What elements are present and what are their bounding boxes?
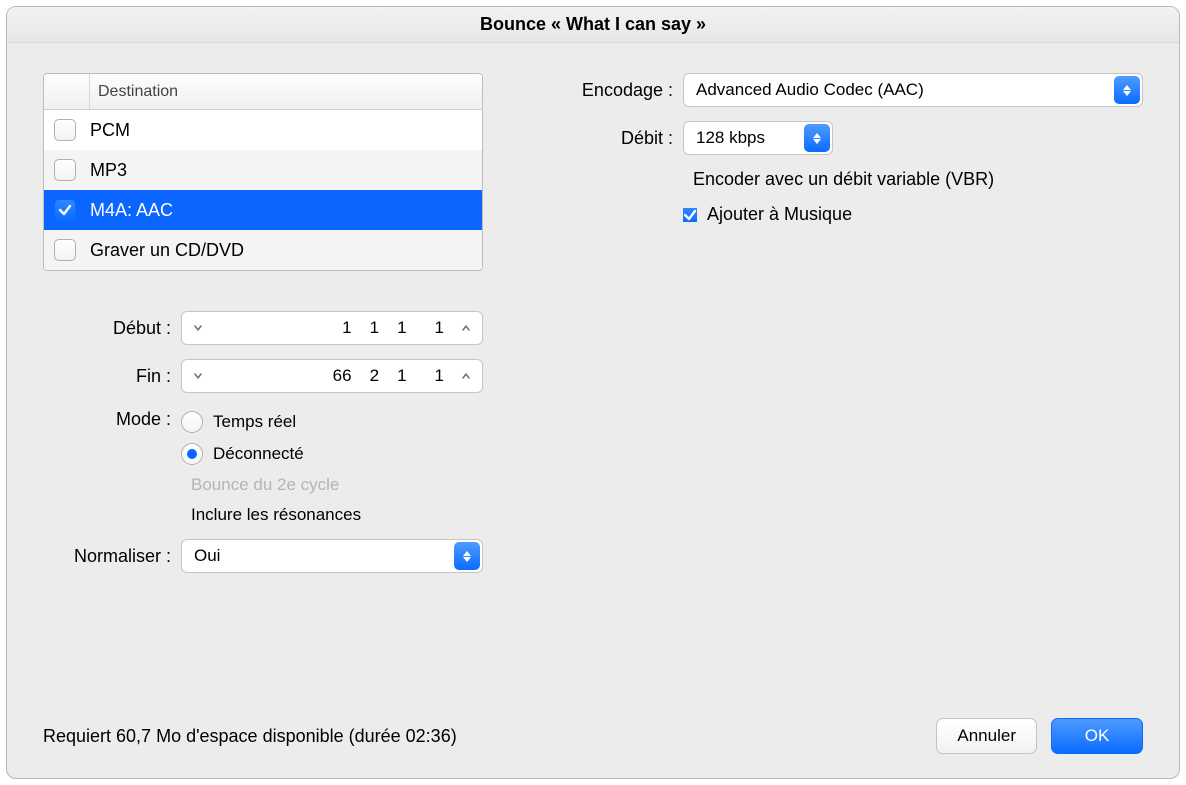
include-tails-row[interactable]: Inclure les résonances: [181, 505, 361, 525]
end-stepper[interactable]: 66 2 1 1: [181, 359, 483, 393]
destination-checkbox-m4a[interactable]: [54, 199, 76, 221]
encoding-select-button-icon[interactable]: [1114, 76, 1140, 104]
end-label: Fin :: [43, 366, 171, 387]
normalize-select-button-icon[interactable]: [454, 542, 480, 570]
mode-row: Mode : Temps réel Déconnecté: [43, 407, 483, 525]
dialog-footer: Requiert 60,7 Mo d'espace disponible (du…: [43, 718, 1143, 754]
start-decrement-icon[interactable]: [188, 312, 208, 344]
end-tick[interactable]: 1: [435, 366, 444, 386]
ok-button[interactable]: OK: [1051, 718, 1143, 754]
bounce-2nd-cycle-label: Bounce du 2e cycle: [191, 475, 339, 495]
destination-row-pcm[interactable]: PCM: [44, 110, 482, 150]
destination-table: Destination PCM MP3: [43, 73, 483, 271]
end-decrement-icon[interactable]: [188, 360, 208, 392]
mode-realtime-radio[interactable]: [181, 411, 203, 433]
footer-buttons: Annuler OK: [936, 718, 1143, 754]
add-to-music-checkbox[interactable]: [683, 208, 697, 222]
start-bar[interactable]: 1: [342, 318, 351, 338]
include-tails-label: Inclure les résonances: [191, 505, 361, 525]
normalize-select[interactable]: Oui: [181, 539, 483, 573]
mode-offline-radio[interactable]: [181, 443, 203, 465]
right-column: Encodage : Advanced Audio Codec (AAC) Dé…: [543, 73, 1143, 573]
destination-checkbox-cddvd[interactable]: [54, 239, 76, 261]
dialog-content: Destination PCM MP3: [7, 43, 1179, 778]
header-checkbox-col: [44, 74, 90, 109]
destination-row-m4a[interactable]: M4A: AAC: [44, 190, 482, 230]
destination-checkbox-mp3[interactable]: [54, 159, 76, 181]
end-increment-icon[interactable]: [456, 360, 476, 392]
mode-offline-row[interactable]: Déconnecté: [181, 443, 361, 465]
window-title: Bounce « What I can say »: [7, 7, 1179, 43]
cancel-button[interactable]: Annuler: [936, 718, 1037, 754]
destination-label-mp3: MP3: [90, 160, 127, 181]
end-bar[interactable]: 66: [333, 366, 352, 386]
bitrate-label: Débit :: [543, 128, 673, 149]
encoding-row: Encodage : Advanced Audio Codec (AAC): [543, 73, 1143, 107]
destination-label-pcm: PCM: [90, 120, 130, 141]
bitrate-select[interactable]: 128 kbps: [683, 121, 833, 155]
normalize-value: Oui: [194, 546, 220, 566]
normalize-label: Normaliser :: [43, 546, 171, 567]
vbr-row[interactable]: Encoder avec un débit variable (VBR): [683, 169, 1143, 190]
bounce-2nd-cycle-row: Bounce du 2e cycle: [181, 475, 361, 495]
encoding-label: Encodage :: [543, 80, 673, 101]
destination-checkbox-pcm[interactable]: [54, 119, 76, 141]
mode-offline-label: Déconnecté: [213, 444, 304, 464]
destination-row-cddvd[interactable]: Graver un CD/DVD: [44, 230, 482, 270]
start-increment-icon[interactable]: [456, 312, 476, 344]
start-values: 1 1 1 1: [214, 318, 450, 338]
add-to-music-row[interactable]: Ajouter à Musique: [683, 204, 1143, 225]
end-beat[interactable]: 2: [370, 366, 379, 386]
mode-label: Mode :: [43, 407, 171, 430]
start-div[interactable]: 1: [397, 318, 406, 338]
mode-realtime-row[interactable]: Temps réel: [181, 411, 361, 433]
destination-label-m4a: M4A: AAC: [90, 200, 173, 221]
end-values: 66 2 1 1: [214, 366, 450, 386]
mode-radio-group: Temps réel Déconnecté Bounce du 2e cycle: [181, 411, 361, 525]
bitrate-value: 128 kbps: [696, 128, 765, 148]
start-row: Début : 1 1 1 1: [43, 311, 483, 345]
start-label: Début :: [43, 318, 171, 339]
encoding-select[interactable]: Advanced Audio Codec (AAC): [683, 73, 1143, 107]
bounce-dialog: Bounce « What I can say » Destination PC…: [6, 6, 1180, 779]
bitrate-select-button-icon[interactable]: [804, 124, 830, 152]
start-stepper[interactable]: 1 1 1 1: [181, 311, 483, 345]
end-row: Fin : 66 2 1 1: [43, 359, 483, 393]
destination-label-cddvd: Graver un CD/DVD: [90, 240, 244, 261]
destination-row-mp3[interactable]: MP3: [44, 150, 482, 190]
normalize-row: Normaliser : Oui: [43, 539, 483, 573]
left-column: Destination PCM MP3: [43, 73, 483, 573]
destination-header-label: Destination: [90, 83, 178, 101]
start-tick[interactable]: 1: [435, 318, 444, 338]
start-beat[interactable]: 1: [370, 318, 379, 338]
bitrate-row: Débit : 128 kbps: [543, 121, 1143, 155]
vbr-label: Encoder avec un débit variable (VBR): [693, 169, 994, 190]
destination-header: Destination: [44, 74, 482, 110]
footer-status: Requiert 60,7 Mo d'espace disponible (du…: [43, 726, 457, 747]
end-div[interactable]: 1: [397, 366, 406, 386]
add-to-music-label: Ajouter à Musique: [707, 204, 852, 225]
encoding-value: Advanced Audio Codec (AAC): [696, 80, 924, 100]
mode-realtime-label: Temps réel: [213, 412, 296, 432]
